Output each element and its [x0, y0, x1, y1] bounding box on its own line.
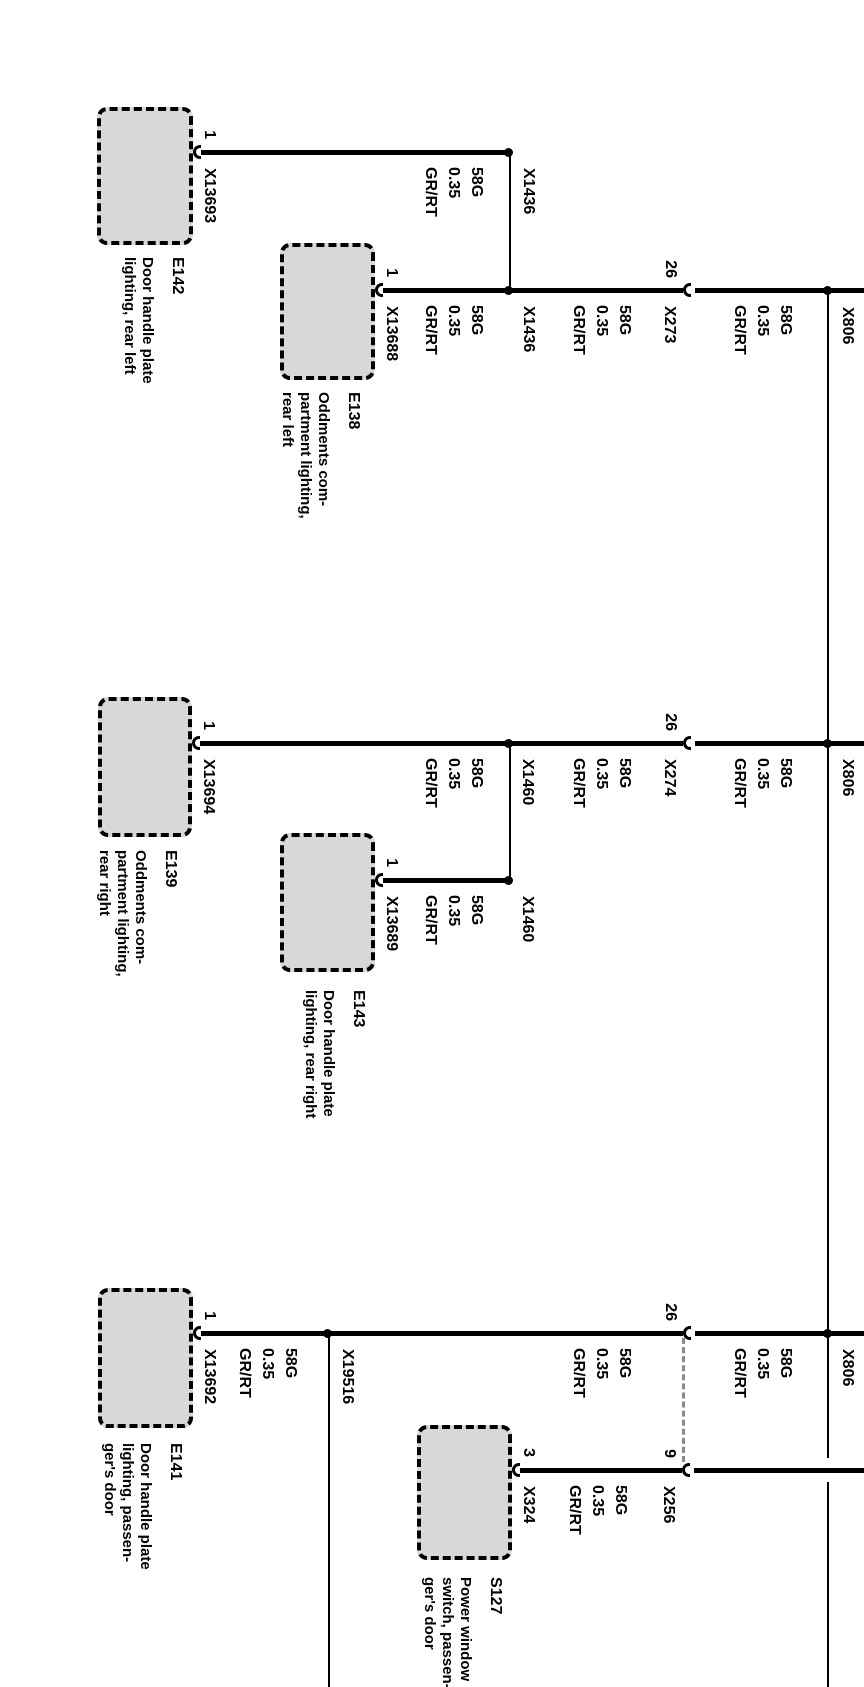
- connector-label: X13692: [201, 1349, 218, 1405]
- component-box-S127: [417, 1425, 512, 1560]
- wire-segment: [519, 1468, 682, 1473]
- component-id: E138: [345, 392, 362, 430]
- junction-label: X1436: [520, 168, 537, 215]
- component-id: E142: [169, 257, 186, 295]
- bus-line-x806: [827, 1482, 829, 1687]
- junction-dot: [323, 1329, 332, 1338]
- wire-label-stack: 58G 0.35 GR/RT: [570, 1348, 633, 1398]
- junction-dot: [504, 286, 513, 295]
- bus-line-x806: [827, 290, 829, 1458]
- pin-cup: [193, 145, 201, 159]
- component-label-E138: E138 Oddments com-partment lighting, rear …: [278, 392, 362, 519]
- wire-label-stack: 58G 0.35 GR/RT: [731, 305, 794, 355]
- wire-label-stack: 58G 0.35 GR/RT: [422, 895, 485, 945]
- component-box-E141: [98, 1288, 193, 1428]
- wire-label-stack: 58G 0.35 GR/RT: [570, 758, 633, 808]
- wire-label-stack: 58G 0.35 GR/RT: [570, 305, 633, 355]
- wire-segment: [382, 288, 683, 293]
- pin-cup: [512, 1463, 520, 1477]
- junction-dot: [504, 739, 513, 748]
- bus-dot: [823, 1329, 832, 1338]
- pin-cup: [375, 873, 383, 887]
- wire-label-stack: 58G 0.35 GR/RT: [422, 167, 485, 217]
- break-pin-label: 9: [661, 1449, 678, 1458]
- junction-label: X19516: [339, 1349, 356, 1405]
- pin-number-label: 1: [383, 268, 400, 277]
- component-id: E143: [350, 990, 367, 1028]
- break-pin-label: 26: [662, 713, 679, 731]
- component-box-E142: [97, 107, 193, 245]
- bus-label: X806: [839, 759, 856, 797]
- component-desc: Power window switch, passen-ger's door: [421, 1577, 474, 1687]
- component-desc: Door handle plate lighting, rear left: [121, 257, 156, 384]
- component-label-E141: E141 Door handle plate lighting, passen-ge…: [100, 1443, 184, 1570]
- component-box-E138: [280, 243, 375, 380]
- pin-number-label: 1: [201, 1311, 218, 1320]
- component-desc: Door handle plate lighting, rear right: [302, 990, 337, 1119]
- pin-number-label: 1: [383, 858, 400, 867]
- connector-label: X273: [661, 306, 678, 344]
- component-id: S127: [487, 1577, 504, 1615]
- component-box-E143: [280, 833, 375, 972]
- connector-break-cup: [683, 736, 691, 750]
- component-desc: Door handle plate lighting, passen-ger's …: [101, 1443, 154, 1570]
- break-pin-label: 26: [662, 260, 679, 278]
- junction-label: X1460: [519, 896, 536, 943]
- pin-number-label: 1: [201, 130, 218, 139]
- component-label-E142: E142 Door handle plate lighting, rear left: [120, 257, 186, 384]
- component-desc: Oddments com-partment lighting, rear righ…: [96, 850, 149, 977]
- wire-label-stack: 58G 0.35 GR/RT: [731, 758, 794, 808]
- wire-label-stack: 58G 0.35 GR/RT: [236, 1348, 299, 1398]
- wire-segment: [695, 1331, 864, 1336]
- bus-dot: [823, 286, 832, 295]
- connector-label: X13688: [383, 306, 400, 362]
- connector-label: X13694: [200, 759, 217, 815]
- connector-label: X13693: [201, 168, 218, 224]
- wire-label-stack: 58G 0.35 GR/RT: [422, 305, 485, 355]
- component-label-E139: E139 Oddments com-partment lighting, rear …: [95, 850, 179, 977]
- component-id: E139: [162, 850, 179, 888]
- break-pin-label: 26: [662, 1303, 679, 1321]
- junction-link: [509, 152, 511, 290]
- wire-segment: [694, 1468, 864, 1473]
- junction-label: X1460: [519, 759, 536, 806]
- component-box-E139: [98, 697, 192, 837]
- wire-segment: [695, 741, 864, 746]
- connector-label: X274: [661, 759, 678, 797]
- connector-break-cup: [683, 283, 691, 297]
- wire-segment: [695, 288, 864, 293]
- wire-segment: [200, 150, 512, 155]
- wire-label-stack: 58G 0.35 GR/RT: [566, 1485, 629, 1535]
- wire-segment: [200, 1331, 683, 1336]
- junction-dot: [504, 876, 513, 885]
- component-id: E141: [167, 1443, 184, 1481]
- connector-break-cup: [682, 1463, 690, 1477]
- bus-label: X806: [839, 1349, 856, 1387]
- pin-cup: [193, 1326, 201, 1340]
- wire-segment: [199, 741, 683, 746]
- component-label-S127: S127 Power window switch, passen-ger's doo…: [420, 1577, 504, 1687]
- bus-dot: [823, 739, 832, 748]
- wire-label-stack: 58G 0.35 GR/RT: [731, 1348, 794, 1398]
- bus-label: X806: [839, 307, 856, 345]
- connector-label: X13689: [383, 896, 400, 952]
- connector-label: X324: [520, 1486, 537, 1524]
- component-desc: Oddments com-partment lighting, rear left: [279, 392, 332, 519]
- connector-label: X256: [660, 1486, 677, 1524]
- wire-segment: [382, 878, 512, 883]
- pin-number-label: 3: [520, 1448, 537, 1457]
- junction-label: X1436: [520, 306, 537, 353]
- component-label-E143: E143 Door handle plate lighting, rear righ…: [301, 990, 367, 1119]
- junction-link: [328, 1333, 330, 1687]
- junction-dot: [504, 148, 513, 157]
- connector-break-cup: [683, 1326, 691, 1340]
- pin-number-label: 1: [200, 721, 217, 730]
- pin-cup: [375, 283, 383, 297]
- dashed-connector-link: [682, 1338, 685, 1462]
- wire-label-stack: 58G 0.35 GR/RT: [422, 758, 485, 808]
- pin-cup: [192, 736, 200, 750]
- junction-link: [509, 743, 511, 880]
